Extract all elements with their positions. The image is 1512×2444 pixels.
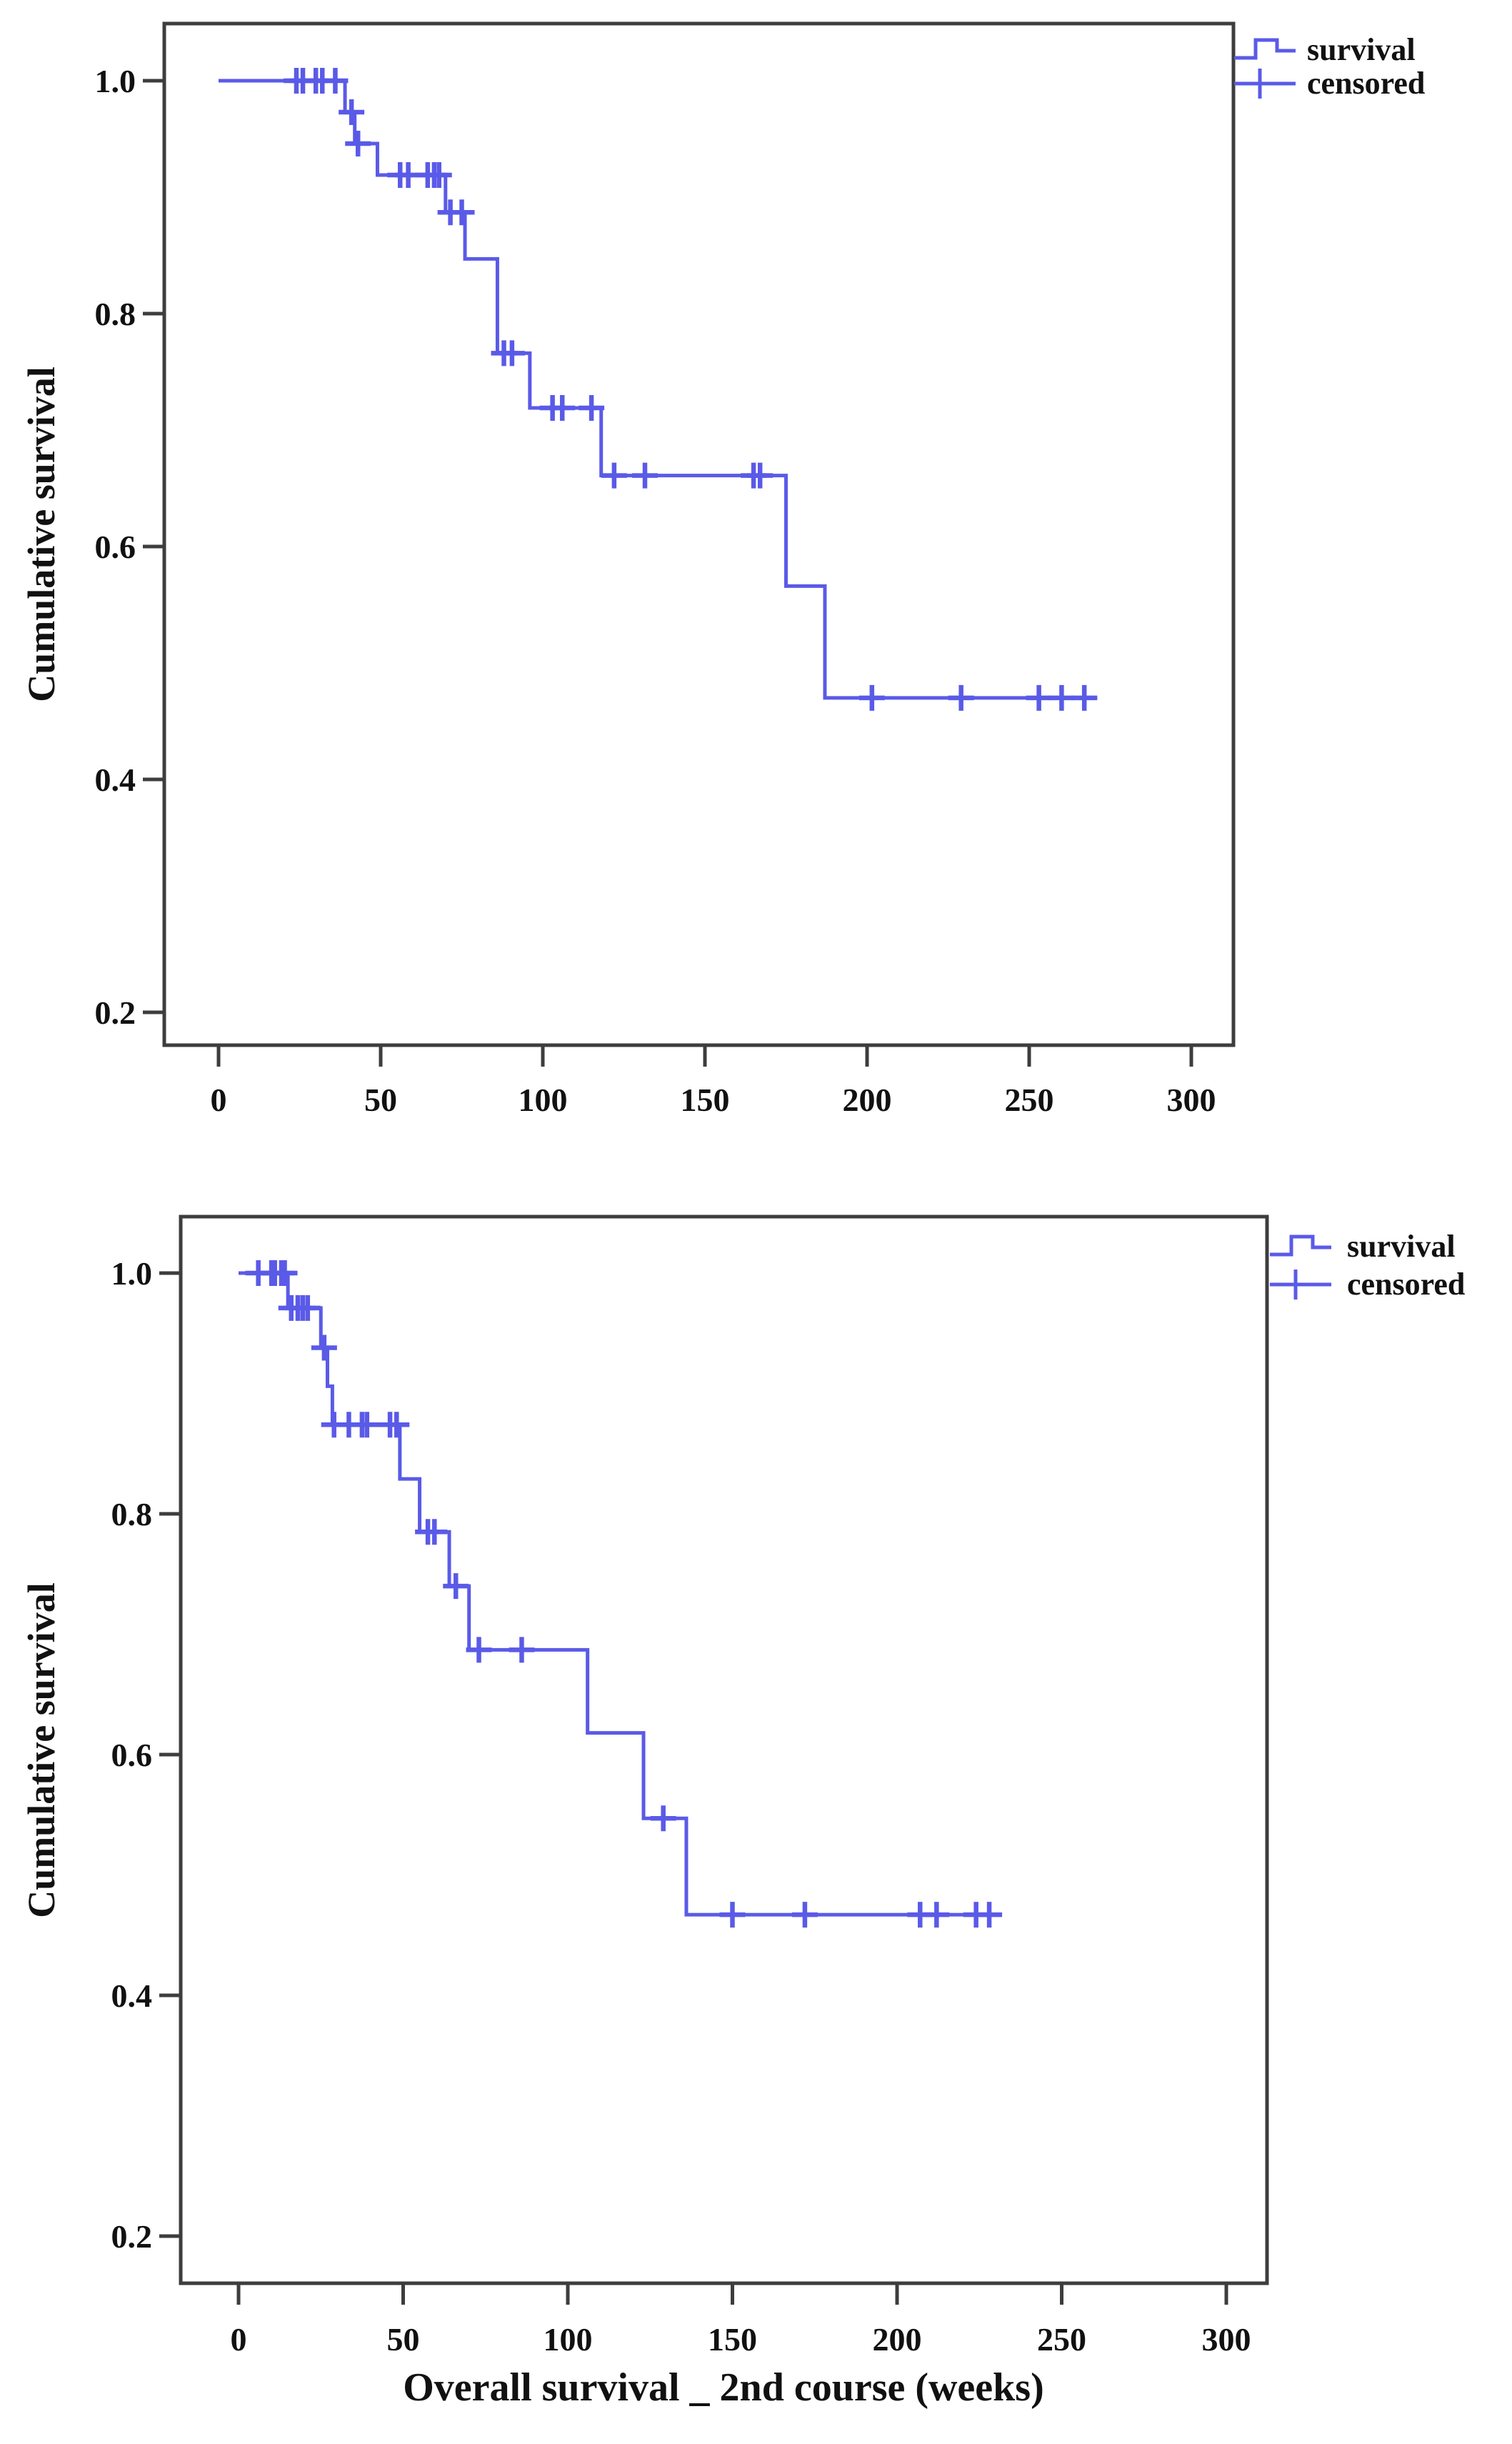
legend-survival-label-bottom: survival [1347, 1229, 1456, 1264]
censored-marks [283, 68, 1098, 711]
y-tick-label: 0.6 [95, 529, 136, 565]
y-tick-label: 0.2 [95, 994, 136, 1031]
legend-censored-label-bottom: censored [1347, 1267, 1466, 1302]
legend-survival-label-top: survival [1307, 32, 1416, 67]
x-tick-label: 200 [873, 2321, 922, 2358]
legend-survival-line-icon [1270, 1235, 1331, 1257]
x-tick-label: 0 [211, 1082, 227, 1118]
x-tick-label: 50 [387, 2321, 420, 2358]
x-tick-label: 100 [519, 1082, 568, 1118]
y-axis-title-top: Cumulative survival [20, 366, 63, 702]
legend-survival-line-icon [1234, 38, 1296, 60]
x-tick-label: 0 [231, 2321, 247, 2358]
x-tick-label: 200 [843, 1082, 892, 1118]
y-tick-label: 1.0 [95, 63, 136, 99]
y-axis-ticks: 1.0 0.8 0.6 0.4 0.2 [95, 63, 164, 1031]
x-tick-label: 300 [1202, 2321, 1251, 2358]
x-axis-ticks: 0 50 100 150 200 250 300 [211, 1045, 1216, 1118]
y-tick-label: 0.4 [95, 762, 136, 798]
x-tick-label: 150 [708, 2321, 757, 2358]
km-chart-overall-survival-top: 1.0 0.8 0.6 0.4 0.2 0 50 100 150 200 250 300 [95, 21, 1296, 1118]
x-axis-title: Overall survival _ 2nd course (weeks) [403, 2365, 1044, 2410]
legend-glyphs [1270, 1235, 1331, 1300]
x-axis-ticks: 0 50 100 150 200 250 300 [231, 2283, 1251, 2358]
y-tick-label: 1.0 [111, 1255, 153, 1292]
plot-box [162, 21, 1236, 1047]
y-axis-title-bottom: Cumulative survival [20, 1582, 63, 1918]
survival-curve [239, 1271, 999, 1917]
legend-censored-label-top: censored [1307, 66, 1426, 101]
plot-box [179, 1214, 1269, 2285]
x-tick-label: 250 [1005, 1082, 1054, 1118]
x-tick-label: 100 [544, 2321, 593, 2358]
x-tick-label: 50 [364, 1082, 397, 1118]
y-axis-ticks: 1.0 0.8 0.6 0.4 0.2 [111, 1255, 181, 2255]
legend-glyphs [1234, 38, 1296, 99]
x-tick-label: 150 [681, 1082, 730, 1118]
y-tick-label: 0.8 [111, 1496, 153, 1532]
km-chart-overall-survival-2nd-course-bottom: 1.0 0.8 0.6 0.4 0.2 0 50 100 150 200 250 300 [111, 1214, 1331, 2358]
y-tick-label: 0.6 [111, 1737, 153, 1773]
y-tick-label: 0.4 [111, 1977, 153, 2014]
x-tick-label: 250 [1037, 2321, 1086, 2358]
y-tick-label: 0.8 [95, 296, 136, 332]
survival-curve [219, 79, 1098, 700]
y-tick-label: 0.2 [111, 2218, 153, 2255]
x-tick-label: 300 [1167, 1082, 1216, 1118]
censored-marks [245, 1260, 1003, 1928]
